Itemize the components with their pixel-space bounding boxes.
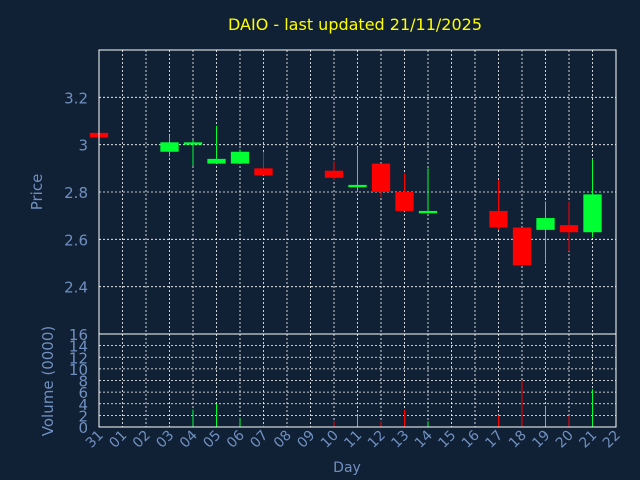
price-axis-label: Price: [28, 174, 46, 211]
candle-body: [254, 168, 273, 176]
volume-tick-label: 12: [69, 349, 88, 367]
candle-body: [207, 158, 226, 164]
volume-tick-label: 14: [69, 338, 88, 356]
candle-body: [230, 151, 250, 164]
x-axis-label: Day: [333, 460, 361, 476]
volume-series: [169, 380, 593, 427]
candle-body: [183, 142, 203, 145]
price-tick-label: 3.2: [64, 89, 88, 107]
volume-tick-label: 16: [69, 326, 88, 344]
candle-body: [536, 218, 555, 230]
candle-body: [324, 170, 344, 178]
volume-tick-label: 0: [78, 419, 88, 437]
price-tick-label: 2.4: [64, 279, 88, 297]
volume-tick-label: 4: [78, 396, 88, 414]
volume-tick-label: 8: [78, 373, 88, 391]
x-tick-labels: 31 01 02 03 04 05 06 07 08 09 10 11 12 13 14 15 16 17 18 19…: [83, 427, 624, 451]
price-tick-label: 2.8: [64, 184, 88, 202]
candle-body: [489, 210, 508, 228]
candle-body: [418, 210, 438, 214]
volume-tick-label: 6: [78, 384, 88, 402]
price-tick-label: 2.6: [64, 231, 88, 249]
candle-body: [371, 163, 391, 192]
candle-body: [512, 227, 532, 266]
price-tick-labels: 2.4 2.6 2.8 3 3.2: [64, 89, 88, 296]
candlestick-series: [89, 125, 602, 266]
volume-axis-label: Volume (0000): [39, 326, 57, 436]
chart-title: DAIO - last updated 21/11/2025: [228, 15, 482, 34]
volume-plot-frame: [98, 333, 617, 428]
candle-body: [559, 225, 579, 233]
price-gridlines: [98, 50, 617, 334]
volume-tick-label: 2: [78, 407, 88, 425]
candle-body: [583, 194, 602, 233]
price-tick-label: 3: [78, 137, 88, 155]
candle-body: [160, 142, 179, 152]
volume-tick-label: 10: [69, 361, 88, 379]
candle-body: [395, 192, 414, 211]
candle-body: [348, 184, 367, 188]
